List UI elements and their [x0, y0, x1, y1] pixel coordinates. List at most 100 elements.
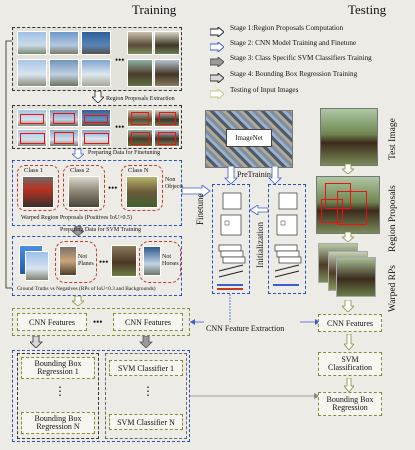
rp-horse-3 [127, 129, 153, 147]
bbox-regression-n: Bounding Box Regression N [21, 412, 95, 434]
legend-item-stage3: Stage 3: Class Specific SVM Classifiers … [209, 54, 372, 72]
gt-plane-stack-2 [25, 251, 49, 281]
arrow-down-olive-icon [342, 300, 354, 312]
cnn-pretrain-network [268, 184, 306, 294]
legend-item-stage2: Stage 2: CNN Model Training and Finetune [209, 39, 356, 57]
image-horse-4 [154, 59, 180, 87]
vdots: ⋮ [54, 384, 66, 398]
imagenet-label-box: ImageNet [226, 129, 272, 147]
cnn-feature-extraction-label: CNN Feature Extraction [206, 324, 285, 333]
legend-item-stage1: Stage 1:Region Proposals Computation [209, 24, 343, 42]
cnn-finetune-network [212, 184, 250, 294]
arrows-to-modules [30, 336, 153, 348]
image-plane-3 [81, 31, 111, 55]
test-image-label: Test Image [388, 118, 398, 160]
training-header: Training [132, 2, 177, 17]
arrow-down-blue-icon [72, 149, 84, 159]
cnn-features-panel: CNN Features ••• CNN Features [12, 308, 190, 336]
initialization-label: Initialization [255, 222, 265, 268]
arrow-olive-icon [209, 87, 225, 101]
test-cnn-features: CNN Features [318, 314, 382, 332]
image-horse-1 [127, 31, 153, 55]
finetune-arrow [182, 185, 211, 197]
image-plane-6 [81, 59, 111, 87]
non-objects-label: Non Objects [165, 177, 184, 190]
legend-item-stage4: Stage 4: Bounding Box Regression Trainin… [209, 70, 357, 88]
vdots: ⋮ [142, 384, 154, 398]
warped-rps-images [318, 243, 378, 299]
arrow-gray-icon [209, 55, 225, 69]
svm-data-panel: Not Planes ••• Not Horses Ground Truths … [12, 236, 182, 296]
svm-classifier-group: SVM Classifier 1 ⋮ SVM Classifier N [105, 353, 187, 439]
not-planes-image [59, 246, 77, 276]
ellipsis: ••• [99, 257, 109, 267]
pretraining-label: PreTraining [237, 170, 275, 179]
arrow-down-gray-icon [72, 226, 84, 236]
warped-rps-label: Warped RPs [388, 265, 398, 312]
network-diagram [273, 192, 302, 286]
feature-extraction-lines [190, 294, 320, 325]
legend: Stage 1:Region Proposals Computation Sta… [209, 24, 410, 104]
test-image [320, 108, 378, 166]
cnn-features-box-b: CNN Features [113, 313, 183, 331]
finetune-classes-panel: Class 1 Class 2 ••• Class N Non Objects … [12, 160, 184, 226]
left-connector [5, 40, 12, 289]
arrow-down-olive-icon [344, 378, 354, 392]
finetune-label: Finetune [195, 193, 205, 226]
classN-group: Class N [121, 165, 163, 211]
test-bbox-regression: Bounding Box Regression [318, 392, 382, 416]
region-proposals-label: Region Proposals [388, 185, 398, 252]
not-horses-image [143, 246, 161, 276]
classN-label: Class N [128, 167, 149, 174]
bottom-modules-panel: Bounding Box Regression 1 ⋮ Bounding Box… [12, 350, 190, 442]
arrow-down-olive-icon [342, 164, 354, 174]
svm-classifier-1: SVM Classifier 1 [109, 360, 183, 376]
modules-to-testing-arrow [190, 393, 320, 399]
region-extraction-label: Region Proposals Extraction [106, 96, 175, 102]
class2-label: Class 2 [70, 167, 90, 174]
image-horse-2 [154, 31, 180, 55]
rp-plane-4 [17, 129, 47, 147]
test-region-proposals-image [316, 176, 380, 234]
ellipsis: ••• [108, 183, 118, 193]
arrow-down-olive-icon [344, 334, 354, 350]
finetune-data-label: Preparing Data for Finetuning [88, 150, 161, 156]
ellipsis: ••• [93, 317, 103, 327]
class1-group: Class 1 [17, 165, 59, 211]
rp-plane-2 [49, 109, 79, 127]
rp-plane-6 [81, 129, 111, 147]
arrow-blue-icon [209, 40, 225, 54]
training-images-panel: ••• [12, 27, 182, 91]
ellipsis: ••• [115, 122, 125, 132]
class1-label: Class 1 [24, 167, 44, 174]
class2-group: Class 2 [63, 165, 105, 211]
test-svm-classification: SVM Classification [318, 352, 382, 376]
image-plane-5 [49, 59, 79, 87]
arrow-down-olive-icon [342, 232, 354, 242]
warped-rp-label: Warped Region Proposals (Positives IoU>0… [21, 215, 133, 221]
svm-classifier-n: SVM Classifier N [109, 414, 183, 430]
rp-plane-3 [81, 109, 111, 127]
not-horses-label: Not Horses [162, 254, 179, 267]
arrow-darkgray-icon [209, 71, 225, 85]
initialization-arrow [250, 205, 268, 215]
cnn-features-box-a: CNN Features [17, 313, 87, 331]
class1-image [22, 176, 54, 208]
legend-item-testing: Testing of Input Images [209, 86, 298, 104]
rp-plane-1 [17, 109, 47, 127]
testing-header: Testing [348, 2, 387, 17]
not-planes-group: Not Planes [55, 241, 97, 283]
rp-horse-1 [127, 109, 153, 127]
rp-horse-2 [154, 109, 180, 127]
bbox-regression-1: Bounding Box Regression 1 [21, 357, 95, 379]
network-diagram [217, 192, 246, 290]
gt-horse-image [111, 245, 137, 277]
arrow-down-icon [92, 91, 104, 103]
svm-data-label: Preparing Data for SVM Training [60, 227, 141, 233]
ellipsis: ••• [115, 55, 125, 65]
not-horses-group: Not Horses [139, 241, 181, 283]
pretraining-arrows [224, 166, 282, 185]
image-plane-1 [17, 31, 47, 55]
rp-horse-4 [154, 129, 180, 147]
region-proposals-panel: ••• [12, 105, 182, 149]
